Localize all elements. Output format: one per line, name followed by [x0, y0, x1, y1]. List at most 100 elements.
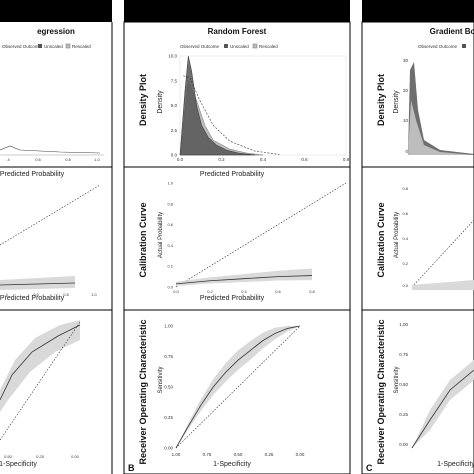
lr-roc-x-tick-label: 0.00	[71, 454, 80, 459]
gb-calibration-ideal-line	[411, 219, 474, 288]
calibration-y-tick-label: 1.0	[167, 181, 173, 186]
calibration-confidence-band	[176, 268, 312, 286]
calibration-y-tick-label: 0.8	[167, 201, 173, 206]
lr-density-x-tick-label: 0.8	[65, 157, 71, 162]
legend-rescaled-label: Rescaled	[259, 44, 278, 49]
panel-letter-b: B	[128, 463, 135, 473]
density-x-tick-label: 0.2	[218, 157, 225, 162]
roc-x-tick-label: 0.00	[296, 452, 305, 457]
gb-roc-y-tick-label: 0.50	[399, 382, 408, 387]
gb-density-y-tick-label: 0	[405, 149, 408, 154]
density-y-tick-label: 5.0	[171, 103, 178, 108]
row-title-calibration-gb: Calibration Curve	[376, 202, 386, 277]
column-title-rf: Random Forest	[208, 27, 267, 36]
axis-label-density-y-gb: Density	[393, 90, 400, 114]
lr-calibration-x-tick-label: .4	[4, 292, 8, 297]
gb-calibration-y-tick-label: 0.2	[402, 261, 408, 266]
calibration-y-tick-label: 0.2	[167, 264, 173, 269]
axis-label-roc-y-rf: Sensitivity	[158, 366, 164, 393]
gb-calibration-y-tick-label: 0.8	[402, 186, 408, 191]
calibration-x-tick-label: 0.2	[207, 289, 213, 294]
density-x-tick-label: 0.8	[343, 157, 350, 162]
lr-density-x-tick-label: .4	[6, 157, 10, 162]
calibration-curve-line	[175, 275, 313, 285]
calibration-x-tick-label: 0.4	[241, 289, 247, 294]
gb-density-unscaled	[408, 100, 474, 155]
lr-density-x-tick-label: 1.0	[94, 157, 100, 162]
lr-plots: .4 0.6 0.8 1.0 .4 0.6 0.8 1.0 0.50 0.25 0.00	[0, 145, 104, 459]
roc-confidence-band	[176, 326, 300, 448]
calibration-y-tick-label: 0.0	[167, 285, 173, 290]
legend-observed-label: Observed Outcome	[2, 44, 42, 49]
density-x-tick-label: 0.4	[260, 157, 267, 162]
axis-label-density-x-lr: Predicted Probability	[0, 171, 65, 178]
density-x-tick-label: 0.6	[301, 157, 308, 162]
calibration-y-tick-label: 0.6	[167, 222, 173, 227]
row-title-roc-rf: Receiver Operating Characteristic	[138, 319, 148, 464]
gb-roc-y-tick-label: 0.00	[399, 442, 408, 447]
header-rf: Random Forest	[124, 0, 350, 36]
axis-label-calib-x-rf: Predicted Probability	[200, 295, 265, 302]
roc-y-tick-label: 0.75	[164, 354, 173, 359]
legend-rf: Observed Outcome Unscaled Rescaled	[180, 43, 278, 49]
lr-roc-x-tick-label: 0.50	[4, 454, 13, 459]
axis-label-roc-x-rf: 1-Specificity	[213, 461, 251, 468]
gb-calibration-band	[412, 280, 474, 290]
header-gb: Gradient Boo	[362, 0, 474, 36]
gb-density-y-tick-label: 20	[403, 88, 409, 93]
lr-calibration-ideal-line	[0, 184, 101, 246]
legend-gb: Observed Outcome	[418, 44, 466, 49]
panel-border-gb	[361, 21, 474, 474]
gb-roc-line	[411, 369, 474, 449]
roc-y-tick-label: 0.25	[164, 415, 173, 420]
lr-calibration-x-tick-label: 0.8	[63, 292, 69, 297]
gb-roc-y-tick-label: 1.00	[399, 322, 408, 327]
row-title-roc-gb: Receiver Operating Characteristic	[376, 319, 386, 464]
lr-density-x-tick-label: 0.6	[35, 157, 41, 162]
density-series-observed	[179, 55, 255, 156]
density-y-tick-label: 10.0	[168, 54, 177, 59]
axis-label-roc-x-gb: 1-Specificity	[437, 461, 474, 468]
roc-y-tick-label: 0.50	[164, 385, 173, 390]
gb-plots: 30 20 10 0 0.8 0.6 0.4 0.2 0.0 1.00 0.75 0.50 0.25 0.…	[399, 58, 474, 449]
roc-curve-line	[175, 325, 301, 449]
lr-roc-line	[0, 324, 81, 401]
calibration-x-tick-label: 0.8	[309, 289, 315, 294]
gb-roc-y-tick-label: 0.75	[399, 352, 408, 357]
gb-density-y-tick-label: 10	[403, 118, 409, 123]
panel-border-rf	[123, 21, 351, 474]
lr-density-line	[0, 145, 101, 154]
column-title-gb: Gradient Boo	[430, 27, 474, 36]
roc-x-tick-label: 0.25	[265, 452, 274, 457]
gb-calibration-y-tick-label: 0.4	[402, 236, 408, 241]
lr-calibration-band	[0, 276, 75, 290]
density-x-tick-label: 0.0	[177, 157, 184, 162]
roc-diagonal-line	[175, 325, 301, 449]
lr-calibration-x-tick-label: 1.0	[91, 292, 97, 297]
gb-roc-band	[412, 360, 474, 448]
legend-unscaled-label: Unscaled	[44, 44, 63, 49]
legend-observed-label: Observed Outcome	[418, 44, 458, 49]
axis-label-density-x-rf: Predicted Probability	[200, 171, 265, 178]
axis-label-roc-x-lr: 1-Specificity	[0, 461, 37, 468]
axis-label-roc-y-gb: Sensitivity	[394, 366, 400, 393]
row-title-density-rf: Density Plot	[138, 74, 148, 126]
lr-roc-band	[0, 320, 80, 412]
density-y-tick-label: 0.0	[171, 153, 178, 158]
row-title-density-gb: Density Plot	[376, 74, 386, 126]
calibration-ideal-line	[175, 182, 347, 288]
gb-roc-y-tick-label: 0.25	[399, 412, 408, 417]
roc-x-tick-label: 0.50	[234, 452, 243, 457]
roc-y-tick-label: 1.00	[164, 324, 173, 329]
panel-letter-c: C	[366, 463, 373, 473]
row-title-calibration-rf: Calibration Curve	[138, 202, 148, 277]
lr-calibration-x-tick-label: 0.6	[33, 292, 39, 297]
axis-label-calib-y-rf: Actual Probability	[158, 212, 164, 258]
density-y-tick-label: 7.5	[171, 78, 178, 83]
density-y-tick-label: 2.5	[171, 128, 178, 133]
axis-label-calib-x-lr: Predicted Probability	[0, 295, 65, 302]
column-title-lr: egression	[37, 27, 75, 36]
gb-calibration-y-tick-label: 0.6	[402, 211, 408, 216]
axis-label-density-y-rf: Density	[157, 90, 164, 114]
